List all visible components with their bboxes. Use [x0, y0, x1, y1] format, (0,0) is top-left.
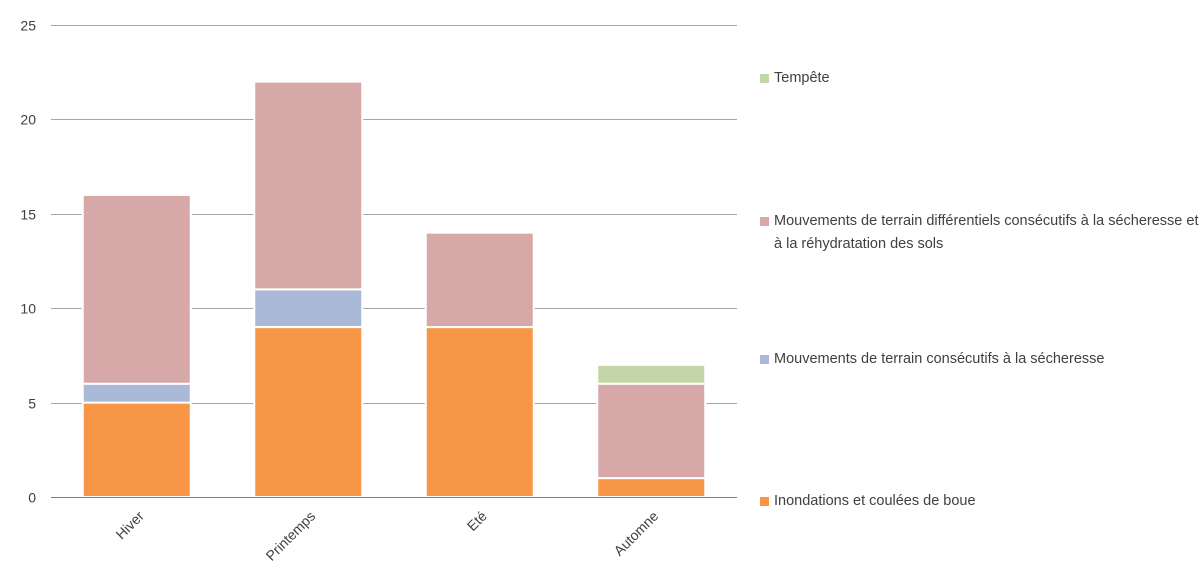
- bars: [81, 80, 707, 499]
- y-tick-label: 0: [28, 490, 36, 506]
- x-tick-label: Hiver: [112, 508, 147, 543]
- bar-segment-0-1: [81, 382, 192, 404]
- legend-swatch: [760, 497, 769, 506]
- bar-segment-3-0: [596, 477, 707, 498]
- legend: Inondations et coulées de boue Mouvements…: [760, 0, 1200, 581]
- legend-label: Tempête: [774, 70, 830, 86]
- stacked-bar-chart: 0 5 10 15 20 25 Hiver Printemps Eté Automne: [20, 18, 737, 564]
- x-tick-label: Automne: [610, 508, 661, 559]
- bar-segment-0-2: [81, 193, 192, 385]
- bar-segment-2-0: [424, 326, 535, 498]
- y-tick-label: 20: [20, 112, 36, 128]
- legend-swatch: [760, 74, 769, 83]
- bar-segment-1-2: [253, 80, 364, 291]
- y-tick-label: 10: [20, 301, 36, 317]
- legend-item: Mouvements de terrain différentiels cons…: [760, 210, 1200, 256]
- bar-segment-3-2: [596, 382, 707, 480]
- legend-item: Mouvements de terrain consécutifs à la s…: [760, 348, 1200, 371]
- bar-segment-2-2: [424, 231, 535, 329]
- legend-swatch: [760, 217, 769, 226]
- legend-item: Inondations et coulées de boue: [760, 490, 1200, 513]
- legend-label: Mouvements de terrain différentiels cons…: [774, 213, 1199, 252]
- x-tick-label: Printemps: [262, 508, 318, 564]
- y-tick-label: 25: [20, 18, 36, 34]
- bar-segment-3-3: [596, 363, 707, 385]
- bar-segment-1-0: [253, 326, 364, 498]
- legend-label: Mouvements de terrain consécutifs à la s…: [774, 351, 1105, 367]
- y-tick-label: 5: [28, 396, 36, 412]
- legend-item: Tempête: [760, 67, 1200, 90]
- bar-segment-0-0: [81, 401, 192, 499]
- bar-segment-1-1: [253, 288, 364, 329]
- x-tick-label: Eté: [464, 508, 490, 534]
- y-tick-label: 15: [20, 207, 36, 223]
- legend-swatch: [760, 355, 769, 364]
- legend-label: Inondations et coulées de boue: [774, 493, 976, 509]
